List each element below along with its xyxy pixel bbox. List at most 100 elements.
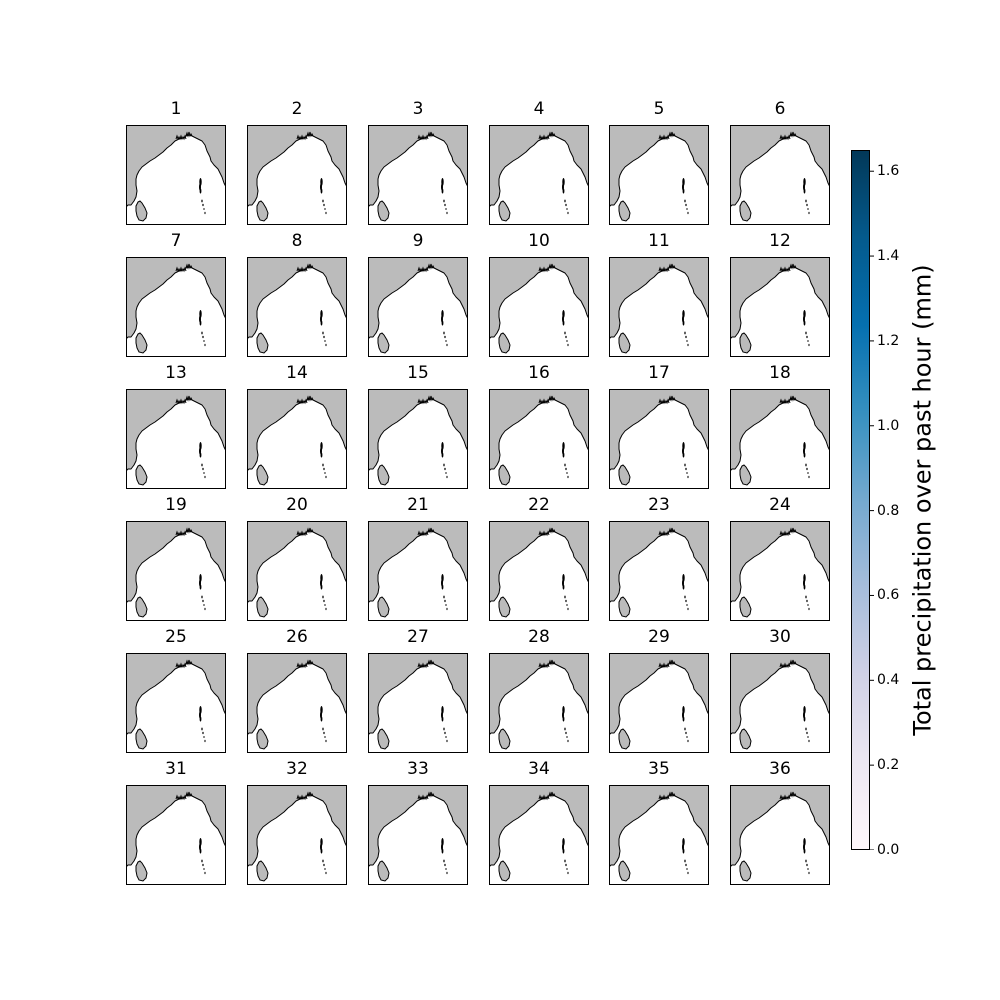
map-frame <box>730 521 830 621</box>
map-panel <box>609 785 709 885</box>
island <box>444 863 446 867</box>
island <box>567 871 569 875</box>
map-frame <box>489 785 589 885</box>
sri-lanka <box>135 200 148 222</box>
panel-title: 19 <box>165 495 187 515</box>
island <box>203 736 205 738</box>
island <box>441 188 444 194</box>
island <box>806 599 808 603</box>
sri-lanka <box>256 728 269 750</box>
island <box>565 335 567 339</box>
island <box>566 868 568 870</box>
map-panel <box>368 125 468 225</box>
map-panel <box>368 785 468 885</box>
sri-lanka <box>135 728 148 750</box>
colorbar-label: Total precipitation over past hour (mm) <box>908 264 937 736</box>
sri-lanka <box>618 728 631 750</box>
mainland <box>489 125 589 208</box>
river-delta <box>175 395 193 405</box>
panel-title: 28 <box>528 627 550 647</box>
colorbar-gradient <box>851 150 874 850</box>
sri-lanka <box>618 596 631 618</box>
island <box>566 208 568 210</box>
map-panel <box>489 389 589 489</box>
mainland <box>247 125 347 208</box>
river-delta <box>658 659 676 669</box>
island <box>687 475 689 479</box>
island <box>323 467 325 471</box>
colorbar-tick-label: 1.6 <box>877 163 900 180</box>
island <box>325 739 327 743</box>
island <box>201 331 203 335</box>
map-frame <box>126 257 226 357</box>
island <box>324 340 326 342</box>
island <box>805 199 807 203</box>
island <box>564 331 566 335</box>
map-frame <box>489 125 589 225</box>
island <box>204 607 206 611</box>
sri-lanka <box>618 332 631 354</box>
island <box>806 731 808 735</box>
island <box>204 211 206 215</box>
map-panel <box>247 257 347 357</box>
island <box>808 607 810 611</box>
river-delta <box>296 263 314 273</box>
map-panel <box>609 257 709 357</box>
map <box>489 521 589 621</box>
panel-title: 27 <box>407 627 429 647</box>
panel-title: 18 <box>769 363 791 383</box>
island <box>199 320 202 326</box>
river-delta <box>296 791 314 801</box>
island <box>562 452 565 458</box>
sri-lanka <box>739 596 752 618</box>
island <box>803 452 806 458</box>
island <box>806 863 808 867</box>
map-frame <box>247 125 347 225</box>
island <box>807 868 809 870</box>
island <box>202 203 204 207</box>
map <box>730 785 830 885</box>
mainland <box>730 125 830 208</box>
map <box>126 653 226 753</box>
island <box>682 848 685 854</box>
map <box>489 389 589 489</box>
island <box>686 604 688 606</box>
map <box>247 653 347 753</box>
map <box>609 389 709 489</box>
island <box>687 607 689 611</box>
map-panel <box>730 521 830 621</box>
map-frame <box>126 521 226 621</box>
map <box>247 521 347 621</box>
mainland <box>126 785 226 868</box>
sri-lanka <box>377 860 390 882</box>
island <box>320 320 323 326</box>
map <box>368 125 468 225</box>
map-frame <box>730 785 830 885</box>
mainland <box>489 653 589 736</box>
river-delta <box>779 395 797 405</box>
map-panel <box>609 389 709 489</box>
map-frame <box>247 521 347 621</box>
sri-lanka <box>498 860 511 882</box>
mainland <box>489 785 589 868</box>
sri-lanka <box>256 332 269 354</box>
map-frame <box>609 125 709 225</box>
map <box>247 125 347 225</box>
island <box>564 727 566 731</box>
island <box>682 716 685 722</box>
island <box>446 607 448 611</box>
river-delta <box>417 659 435 669</box>
mainland <box>368 389 468 472</box>
map-frame <box>489 389 589 489</box>
island <box>803 716 806 722</box>
mainland <box>126 257 226 340</box>
river-delta <box>658 263 676 273</box>
sri-lanka <box>739 332 752 354</box>
panel-title: 2 <box>291 99 303 119</box>
island <box>325 871 327 875</box>
panel-title: 12 <box>769 231 791 251</box>
island <box>566 472 568 474</box>
map-frame <box>247 257 347 357</box>
mainland <box>368 785 468 868</box>
island <box>322 331 324 335</box>
